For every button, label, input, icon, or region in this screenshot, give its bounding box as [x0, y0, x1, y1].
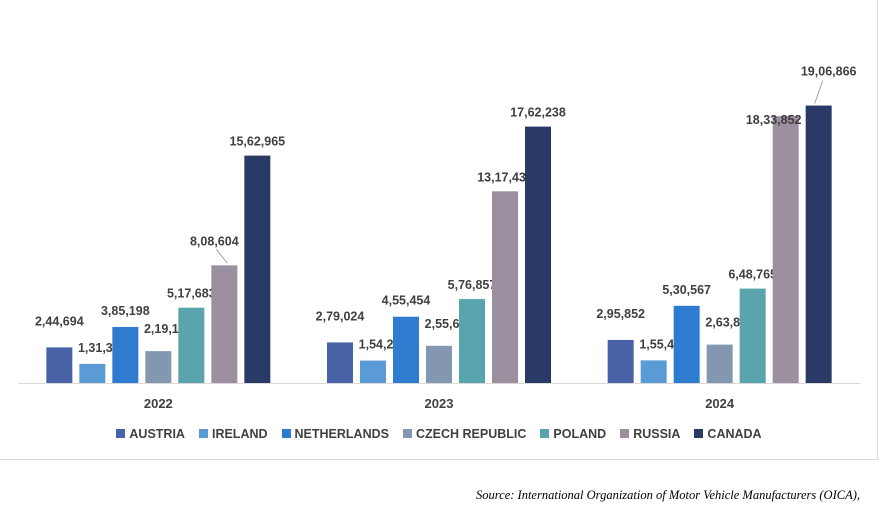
legend-swatch [540, 429, 550, 438]
bar-austria-2022 [46, 347, 73, 383]
legend-item-ireland: IRELAND [198, 427, 268, 441]
bar-russia-2023 [492, 191, 518, 383]
data-label: 2,44,694 [35, 314, 84, 328]
bar-canada-2022 [244, 155, 271, 383]
bar-austria-2024 [607, 339, 634, 383]
legend-label: POLAND [553, 427, 607, 441]
legend-label: AUSTRIA [129, 427, 185, 441]
legend-label: CZECH REPUBLIC [415, 427, 527, 441]
bar-ireland-2022 [79, 363, 106, 383]
data-label: 6,48,765 [728, 268, 777, 282]
data-label: 13,17,438 [477, 170, 533, 184]
bar-russia-2024 [772, 116, 799, 384]
chart-frame: 2,44,694 1,31,398 3,85,198 2,19,172 5,17,683… [0, 0, 878, 460]
bar-chart: 2,44,6941,31,3983,85,1982,19,1725,17,683… [18, 65, 860, 411]
bar-netherlands-2023 [393, 316, 419, 383]
legend-item-czech-republic: CZECH REPUBLIC [402, 427, 527, 441]
legend-item-austria: AUSTRIA [116, 427, 185, 441]
legend-label: CANADA [707, 427, 762, 441]
leader-line [215, 249, 228, 264]
bar-ireland-2023 [360, 360, 386, 383]
data-label: 15,62,965 [230, 135, 286, 149]
data-label: 17,62,238 [510, 106, 566, 120]
bar-canada-2024 [805, 105, 832, 383]
bar-ireland-2024 [640, 360, 667, 383]
bar-austria-2023 [327, 342, 353, 383]
legend-label: RUSSIA [633, 427, 681, 441]
legend-swatch [620, 429, 630, 438]
legend-label: IRELAND [211, 427, 268, 441]
bar-poland-2023 [459, 299, 485, 383]
bar-czech-republic-2024 [706, 344, 733, 383]
data-label: 5,30,567 [662, 283, 711, 297]
bar-poland-2022 [178, 307, 205, 383]
legend-item-netherlands: NETHERLANDS [281, 427, 389, 441]
data-label: 18,33,852 [746, 113, 802, 127]
legend-swatch [694, 429, 704, 438]
data-label: 19,06,866 [801, 65, 857, 79]
legend: AUSTRIA IRELAND NETHERLANDS CZECH REPUBLIC P… [0, 427, 878, 441]
bar-netherlands-2024 [673, 305, 700, 383]
data-label: 2,79,024 [316, 309, 365, 323]
data-label: 5,17,683 [167, 287, 216, 301]
bar-russia-2022 [211, 265, 238, 383]
bar-czech-republic-2022 [145, 351, 172, 383]
x-tick-label: 2022 [144, 396, 173, 411]
legend-item-canada: CANADA [694, 427, 762, 441]
legend-label: NETHERLANDS [294, 427, 389, 441]
bar-czech-republic-2023 [426, 345, 452, 383]
legend-swatch [402, 429, 412, 438]
legend-swatch [198, 429, 208, 438]
legend-swatch [116, 429, 126, 438]
x-tick-label: 2023 [425, 396, 454, 411]
data-label: 5,76,857 [448, 278, 497, 292]
bar-netherlands-2022 [112, 326, 139, 383]
source-note: Source: International Organization of Mo… [476, 488, 860, 502]
legend-item-russia: RUSSIA [620, 427, 680, 441]
data-label: 8,08,604 [190, 234, 239, 248]
legend-swatch [281, 429, 291, 438]
legend-item-poland: POLAND [540, 427, 606, 441]
data-label: 4,55,454 [382, 294, 431, 308]
leader-line [814, 80, 824, 104]
x-tick-label: 2024 [705, 396, 735, 411]
bar-poland-2024 [739, 288, 766, 383]
data-label: 2,95,852 [596, 307, 645, 321]
data-label: 3,85,198 [101, 304, 150, 318]
bar-canada-2023 [525, 126, 551, 384]
